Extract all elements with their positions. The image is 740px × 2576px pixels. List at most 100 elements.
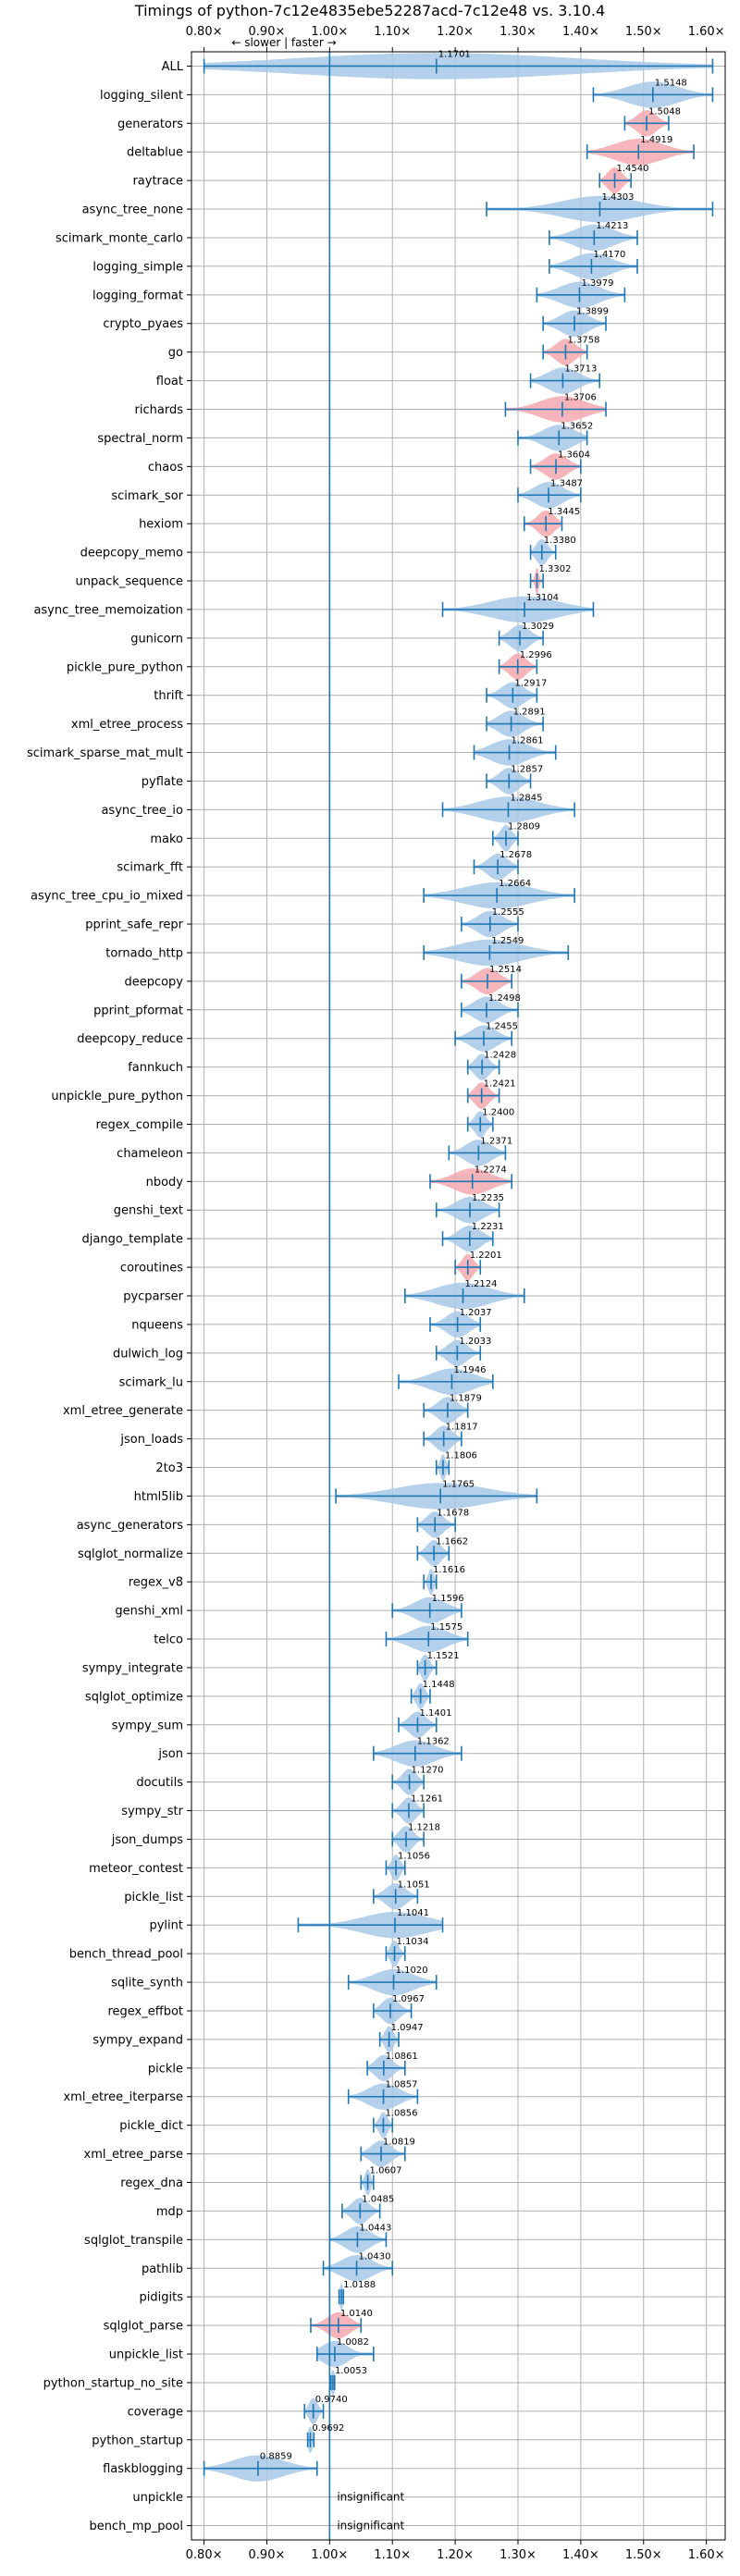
benchmark-label: html5lib xyxy=(134,1490,183,1504)
direction-label: ← slower | faster → xyxy=(231,36,336,49)
x-tick-label-bottom: 1.50× xyxy=(625,2548,662,2562)
value-label: 1.2498 xyxy=(488,993,521,1004)
insignificant-label: insignificant xyxy=(337,2491,404,2504)
benchmark-label: bench_thread_pool xyxy=(69,1948,183,1962)
value-label: 1.2455 xyxy=(486,1022,518,1032)
value-label: 0.9740 xyxy=(315,2395,348,2405)
value-label: 1.3899 xyxy=(576,307,609,317)
benchmark-label: fannkuch xyxy=(128,1061,183,1075)
x-tick-label-top: 0.80× xyxy=(186,25,223,39)
value-label: 1.2845 xyxy=(510,793,542,803)
benchmark-label: float xyxy=(156,375,183,388)
benchmark-label: scimark_monte_carlo xyxy=(56,231,183,245)
value-label: 1.1521 xyxy=(427,1651,460,1661)
benchmark-label: chaos xyxy=(148,461,183,475)
value-label: 1.0430 xyxy=(359,2251,391,2262)
value-label: 0.8859 xyxy=(260,2452,292,2462)
value-label: 1.2274 xyxy=(475,1165,507,1175)
value-label: 1.3029 xyxy=(522,622,554,632)
value-label: 1.2400 xyxy=(482,1107,514,1117)
benchmark-label: deepcopy_memo xyxy=(80,547,183,561)
value-label: 1.0443 xyxy=(359,2223,391,2233)
benchmark-label: python_startup_no_site xyxy=(43,2376,183,2390)
x-tick-label-bottom: 1.00× xyxy=(311,2548,348,2562)
value-label: 1.1678 xyxy=(437,1508,469,1518)
value-label: 1.0947 xyxy=(391,2023,424,2033)
value-label: 1.3706 xyxy=(564,392,597,402)
benchmark-label: sqlite_synth xyxy=(111,1977,183,1991)
benchmark-label: unpickle xyxy=(132,2491,183,2505)
value-label: 1.1817 xyxy=(446,1423,478,1433)
benchmark-label: mako xyxy=(150,832,183,846)
x-tick-label-top: 0.90× xyxy=(249,25,286,39)
benchmark-label: python_startup xyxy=(92,2434,183,2447)
benchmark-label: coroutines xyxy=(120,1262,183,1276)
value-label: 1.4303 xyxy=(601,192,634,203)
benchmark-label: telco xyxy=(154,1633,183,1647)
benchmark-label: json_loads xyxy=(119,1433,183,1447)
value-label: 1.3104 xyxy=(526,593,559,603)
x-tick-label-bottom: 1.10× xyxy=(374,2548,411,2562)
benchmark-label: sympy_integrate xyxy=(82,1661,183,1675)
value-label: 1.2917 xyxy=(514,679,547,689)
benchmark-label: django_template xyxy=(82,1233,183,1247)
benchmark-label: genshi_xml xyxy=(115,1605,183,1619)
value-label: 1.3487 xyxy=(550,478,583,488)
benchmark-label: bench_mp_pool xyxy=(89,2520,183,2533)
benchmark-label: pprint_pformat xyxy=(93,1004,183,1017)
value-label: 1.3445 xyxy=(548,507,580,517)
value-label: 1.1701 xyxy=(438,49,471,59)
benchmark-label: async_tree_memoization xyxy=(33,603,183,617)
value-label: 1.2678 xyxy=(500,850,532,860)
x-tick-label-bottom: 1.40× xyxy=(562,2548,599,2562)
benchmark-label: pidigits xyxy=(140,2291,184,2305)
value-label: 1.3380 xyxy=(544,536,576,546)
benchmark-label: xml_etree_process xyxy=(71,718,183,732)
benchmark-label: scimark_lu xyxy=(119,1375,183,1389)
benchmark-label: dulwich_log xyxy=(113,1347,183,1361)
benchmark-label: nqueens xyxy=(131,1318,183,1332)
value-label: 1.1596 xyxy=(432,1594,464,1604)
benchmark-label: deltablue xyxy=(127,146,183,160)
benchmark-label: pickle_pure_python xyxy=(67,660,183,674)
benchmark-label: regex_compile xyxy=(95,1118,183,1132)
benchmark-label: coverage xyxy=(128,2405,183,2419)
value-label: 1.2891 xyxy=(513,708,546,718)
x-tick-label-top: 1.20× xyxy=(437,25,474,39)
benchmark-label: pprint_safe_repr xyxy=(85,918,183,932)
value-label: 1.5148 xyxy=(655,78,687,88)
benchmark-label: regex_dna xyxy=(120,2176,183,2190)
benchmark-label: logging_format xyxy=(92,289,183,302)
axes: 0.80× 0.80× 0.90× 0.90× 1.00× 1.00× 1.10× 1.10×… xyxy=(186,25,726,2562)
benchmark-label: json_dumps xyxy=(111,1833,183,1847)
x-tick-label-bottom: 0.80× xyxy=(186,2548,223,2562)
value-label: 1.3979 xyxy=(581,278,613,289)
value-label: 1.0857 xyxy=(386,2080,418,2090)
value-label: 1.1401 xyxy=(419,1708,451,1719)
benchmark-label: async_tree_io xyxy=(101,804,183,818)
benchmark-label: richards xyxy=(135,403,184,417)
benchmark-label: unpack_sequence xyxy=(75,575,183,589)
value-label: 1.4170 xyxy=(593,250,625,260)
value-label: 1.1041 xyxy=(397,1908,429,1918)
benchmark-label: scimark_fft xyxy=(117,861,183,875)
benchmark-label: scimark_sparse_mat_mult xyxy=(27,746,183,760)
value-label: 1.2514 xyxy=(489,965,522,975)
benchmark-label: crypto_pyaes xyxy=(103,317,183,331)
value-label: 1.3758 xyxy=(567,336,599,346)
benchmark-label: tornado_http xyxy=(105,946,183,960)
benchmark-label: sqlglot_transpile xyxy=(84,2234,183,2248)
value-label: 1.0053 xyxy=(335,2366,367,2376)
benchmark-label: regex_effbot xyxy=(107,2004,183,2018)
benchmark-label: spectral_norm xyxy=(97,432,183,446)
benchmark-label: json xyxy=(157,1747,183,1761)
benchmark-label: pylint xyxy=(149,1919,183,1933)
benchmark-label: sqlglot_optimize xyxy=(85,1690,183,1704)
value-label: 1.0967 xyxy=(392,1994,425,2004)
value-label: 1.0607 xyxy=(370,2166,402,2176)
value-label: 1.1806 xyxy=(445,1451,477,1461)
benchmark-label: logging_simple xyxy=(92,260,183,274)
x-tick-label-top: 1.50× xyxy=(625,25,662,39)
value-label: 1.1020 xyxy=(396,1966,428,1976)
